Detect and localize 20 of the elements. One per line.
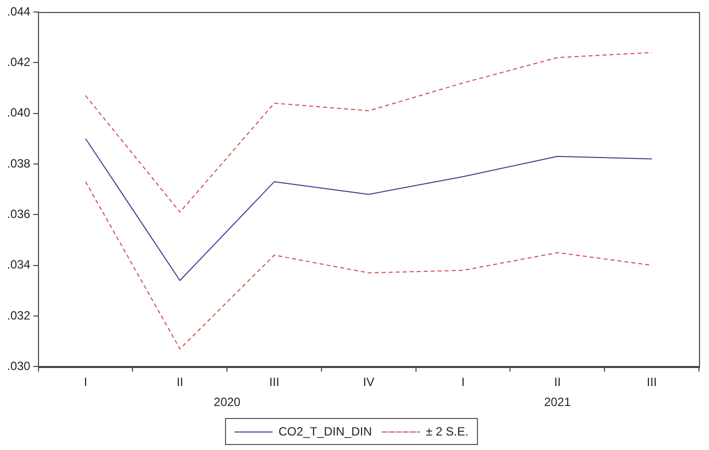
x-tick-label: II [176, 375, 184, 390]
legend-label: CO2_T_DIN_DIN [278, 424, 372, 438]
y-tick-label: .044 [6, 4, 31, 18]
y-tick-label: .032 [6, 308, 31, 322]
text: 2020 [214, 394, 241, 409]
y-tick-label: .038 [6, 156, 31, 170]
y-tick-label: .030 [6, 358, 31, 373]
x-tick-label: III [646, 375, 657, 390]
line-series [85, 52, 652, 213]
y-tick-label: .036 [6, 206, 31, 221]
x-tick-label: I [461, 375, 465, 390]
x-tick-label: I [84, 375, 88, 390]
x-tick-label: III [269, 375, 280, 390]
text: 2021 [544, 394, 572, 409]
y-tick-label: .034 [6, 258, 31, 272]
x-tick-label: II [554, 375, 561, 390]
x-tick-label: IV [363, 375, 374, 390]
y-tick-label: .042 [6, 54, 31, 69]
legend-label: ± 2 S.E. [426, 424, 468, 438]
y-tick-label: .040 [6, 106, 31, 120]
